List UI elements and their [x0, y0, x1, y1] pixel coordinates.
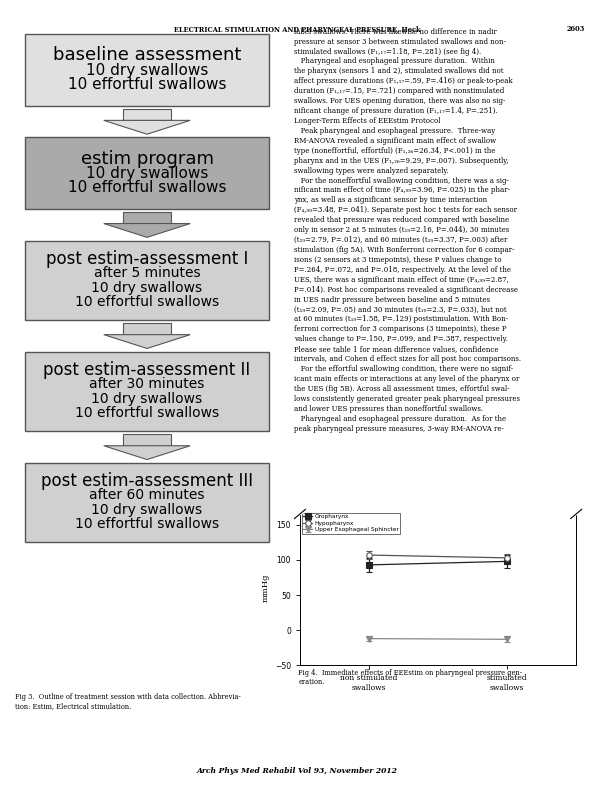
Bar [26, 241, 268, 320]
Text: post estim-assessment I: post estim-assessment I [46, 249, 248, 268]
Text: post estim-assessment II: post estim-assessment II [43, 360, 251, 379]
Bar [26, 463, 268, 543]
Text: 2603: 2603 [567, 25, 585, 33]
Polygon shape [104, 335, 190, 348]
Polygon shape [123, 435, 171, 446]
Text: 10 effortful swallows: 10 effortful swallows [68, 77, 226, 92]
Text: post estim-assessment III: post estim-assessment III [41, 472, 253, 489]
Legend: Oropharynx, Hypopharynx, Upper Esophageal Sphincter: Oropharynx, Hypopharynx, Upper Esophagea… [302, 512, 400, 534]
Bar [26, 352, 268, 431]
Polygon shape [123, 323, 171, 335]
Bar [26, 34, 268, 106]
Text: Fig 4.  Immediate effects of EEEstim on pharyngeal pressure gen-
eration.: Fig 4. Immediate effects of EEEstim on p… [298, 669, 522, 687]
Bar [26, 138, 268, 209]
Text: 10 dry swallows: 10 dry swallows [91, 280, 203, 295]
Text: 10 dry swallows: 10 dry swallows [91, 503, 203, 517]
Text: after 5 minutes: after 5 minutes [94, 266, 200, 280]
Y-axis label: mmHg: mmHg [261, 574, 269, 602]
Text: ELECTRICAL STIMULATION AND PHARYNGEAL PRESSURE, Heck: ELECTRICAL STIMULATION AND PHARYNGEAL PR… [173, 25, 421, 33]
Text: 10 effortful swallows: 10 effortful swallows [75, 295, 219, 309]
Text: Fig 3.  Outline of treatment session with data collection. Abbrevia-
tion: Estim: Fig 3. Outline of treatment session with… [15, 693, 241, 710]
Polygon shape [104, 223, 190, 238]
Text: baseline assessment: baseline assessment [53, 47, 241, 64]
Polygon shape [123, 109, 171, 120]
Text: 10 dry swallows: 10 dry swallows [86, 63, 208, 78]
Polygon shape [104, 446, 190, 459]
Text: Arch Phys Med Rehabil Vol 93, November 2012: Arch Phys Med Rehabil Vol 93, November 2… [197, 767, 397, 775]
Text: after 30 minutes: after 30 minutes [89, 377, 205, 391]
Text: 10 effortful swallows: 10 effortful swallows [75, 517, 219, 531]
Polygon shape [123, 212, 171, 223]
Text: 10 effortful swallows: 10 effortful swallows [75, 406, 219, 421]
Text: label swallows. There was likewise no difference in nadir
pressure at sensor 3 b: label swallows. There was likewise no di… [294, 28, 521, 432]
Text: 10 dry swallows: 10 dry swallows [91, 392, 203, 406]
Text: 10 dry swallows: 10 dry swallows [86, 166, 208, 181]
Polygon shape [104, 120, 190, 134]
Text: 10 effortful swallows: 10 effortful swallows [68, 181, 226, 196]
Text: estim program: estim program [81, 150, 213, 168]
Text: after 60 minutes: after 60 minutes [89, 489, 205, 502]
